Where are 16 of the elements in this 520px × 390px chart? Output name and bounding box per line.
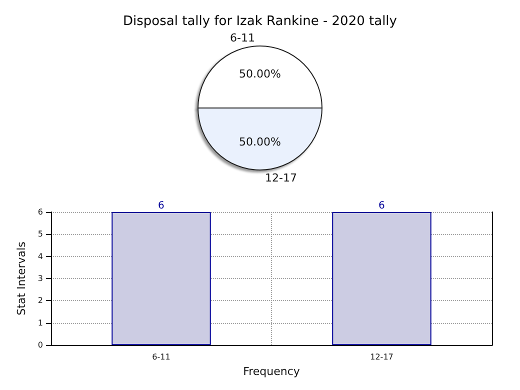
y-tick-label: 2: [38, 296, 43, 306]
data-label: 50.00%: [239, 67, 281, 80]
y-tick-label: 4: [38, 252, 43, 261]
data-label: 6: [378, 200, 385, 212]
y-tick-label: 1: [38, 318, 43, 328]
slice-label: 6-11: [230, 32, 255, 44]
data-label: 6: [158, 200, 164, 212]
y-tick-label: 3: [38, 274, 43, 284]
y-tick-label: 6: [38, 208, 43, 216]
y-axis-title: Stat Intervals: [15, 241, 28, 316]
y-tick-label: 0: [38, 340, 43, 350]
chart-title: Disposal tally for Izak Rankine - 2020 tally: [123, 14, 398, 29]
x-axis-title: Frequency: [243, 365, 300, 378]
slice-label: 12-17: [265, 172, 297, 184]
data-label: 50.00%: [239, 136, 281, 149]
y-tick-label: 5: [38, 230, 43, 239]
